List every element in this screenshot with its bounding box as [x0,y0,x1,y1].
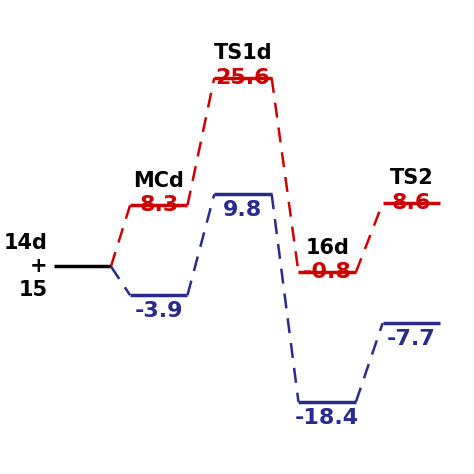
Text: 16d: 16d [305,237,349,257]
Text: 8.6: 8.6 [392,193,431,213]
Text: -18.4: -18.4 [295,408,359,428]
Text: MCd: MCd [133,171,184,191]
Text: -7.7: -7.7 [387,329,436,349]
Text: TS1d: TS1d [214,43,272,63]
Text: 8.3: 8.3 [139,195,178,215]
Text: 25.6: 25.6 [216,68,270,88]
Text: 14d
+
15: 14d + 15 [4,233,48,300]
Text: TS2: TS2 [390,168,433,188]
Text: 9.8: 9.8 [223,200,263,220]
Text: -0.8: -0.8 [303,262,352,283]
Text: -3.9: -3.9 [135,301,183,321]
